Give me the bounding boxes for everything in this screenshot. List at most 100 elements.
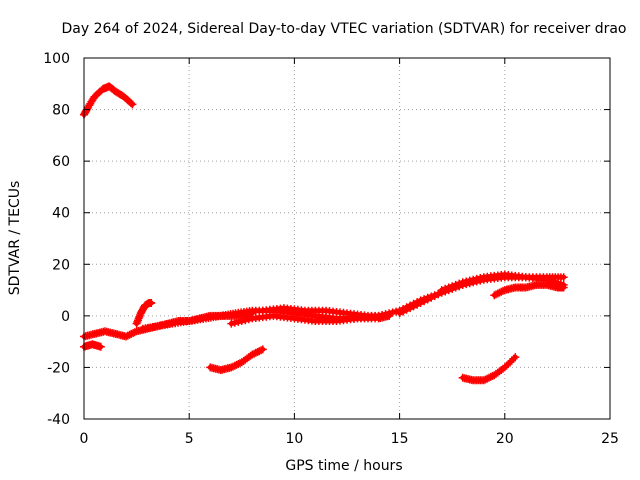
data-point [234,360,243,368]
data-point [229,362,237,371]
data-point [499,286,507,295]
y-tick-label: 40 [52,206,70,222]
data-point [486,372,495,381]
data-point [127,329,136,338]
x-tick-label: 20 [496,431,514,447]
x-tick-label: 0 [80,431,89,447]
y-tick-label: 0 [61,309,70,325]
data-point [492,290,500,299]
data-point [420,297,429,306]
data-point [128,100,137,109]
data-point [416,299,425,307]
data-point [509,354,518,363]
y-tick-label: 100 [43,51,70,67]
data-point [244,315,253,324]
data-point [230,318,239,327]
data-point [559,273,568,282]
data-point [251,348,260,357]
data-point [230,361,239,370]
data-point [255,347,264,356]
series-arc-2 [80,340,105,351]
data-point [507,356,516,365]
data-point [402,305,411,314]
data-point [237,317,246,325]
data-point [257,346,266,355]
x-tick-label: 15 [391,431,409,447]
series-layer [80,82,568,385]
data-point [125,330,134,339]
data-point [430,292,439,301]
series-arc-1 [80,82,137,119]
y-axis-label: SDTVAR / TECUs [7,181,23,296]
data-point [241,316,250,325]
data-point [253,348,262,356]
y-tick-label: 20 [52,257,70,273]
data-point [227,319,236,328]
data-point [483,374,492,383]
data-point [506,358,515,367]
series-arc-4 [132,299,156,328]
data-point [448,282,457,291]
data-point [434,290,443,299]
data-point [406,304,415,313]
data-point [451,280,460,289]
x-tick-label: 25 [601,431,619,447]
data-point [455,279,464,288]
y-tick-label: 60 [52,154,70,170]
data-point [409,302,418,311]
series-arc-12 [458,353,520,385]
data-point [248,350,257,359]
data-point [479,376,488,385]
data-point [129,329,138,337]
data-point [234,317,243,326]
series-arc-7 [227,280,467,328]
data-point [476,274,485,282]
data-point [130,328,139,337]
data-point [481,375,490,384]
ticks-layer: 0 5 10 15 20 25 -40 -20 0 20 40 60 80 100 [43,51,619,447]
data-point [147,299,156,307]
data-point [490,291,499,300]
y-tick-label: 80 [52,103,70,119]
data-point [413,300,422,309]
series-arc-8 [258,304,394,320]
data-point [444,283,453,292]
grid-layer [84,58,610,419]
data-point [469,275,478,284]
data-point [399,307,408,316]
data-point [465,276,474,285]
data-point [437,286,446,295]
data-point [458,278,467,287]
data-point [96,342,105,351]
chart-title: Day 264 of 2024, Sidereal Day-to-day VTE… [61,21,626,37]
data-point [495,288,504,297]
data-point [462,277,471,286]
data-point [472,274,481,283]
data-point [258,345,267,354]
data-point [497,287,506,296]
data-point [485,373,493,382]
y-tick-label: -20 [47,360,70,376]
series-arc-6 [206,345,267,374]
series-arc-11 [490,280,568,300]
x-axis-label: GPS time / hours [285,458,402,474]
x-tick-label: 5 [185,431,194,447]
data-point [388,308,397,317]
y-tick-label: -40 [47,412,70,428]
data-point [227,363,236,372]
data-point [123,331,132,340]
data-point [493,289,502,298]
data-point [511,353,520,362]
data-point [395,309,404,318]
data-point [427,293,436,302]
x-tick-label: 10 [285,431,303,447]
plot-frame [83,57,611,420]
data-point [127,99,135,108]
data-point [441,284,450,293]
data-point [385,311,394,320]
data-point [122,332,131,341]
data-point [250,349,259,358]
data-point [232,360,241,369]
data-point [423,295,432,304]
